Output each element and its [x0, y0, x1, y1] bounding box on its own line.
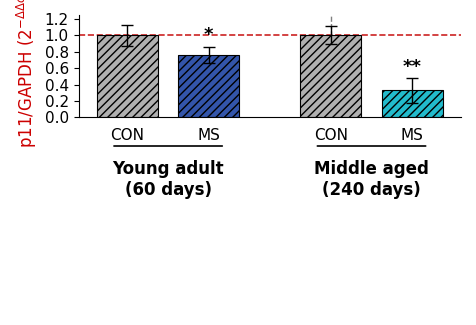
Bar [97, 35, 158, 117]
Y-axis label: p11/GAPDH (2$^{-\Delta\Delta ct}$): p11/GAPDH (2$^{-\Delta\Delta ct}$) [15, 0, 39, 148]
Text: Middle aged
(240 days): Middle aged (240 days) [314, 160, 429, 199]
Bar [382, 90, 443, 117]
Text: Young adult
(60 days): Young adult (60 days) [112, 160, 224, 199]
Text: *: * [204, 26, 214, 45]
Bar [300, 35, 361, 117]
Bar [178, 55, 239, 117]
Text: **: ** [403, 58, 422, 76]
